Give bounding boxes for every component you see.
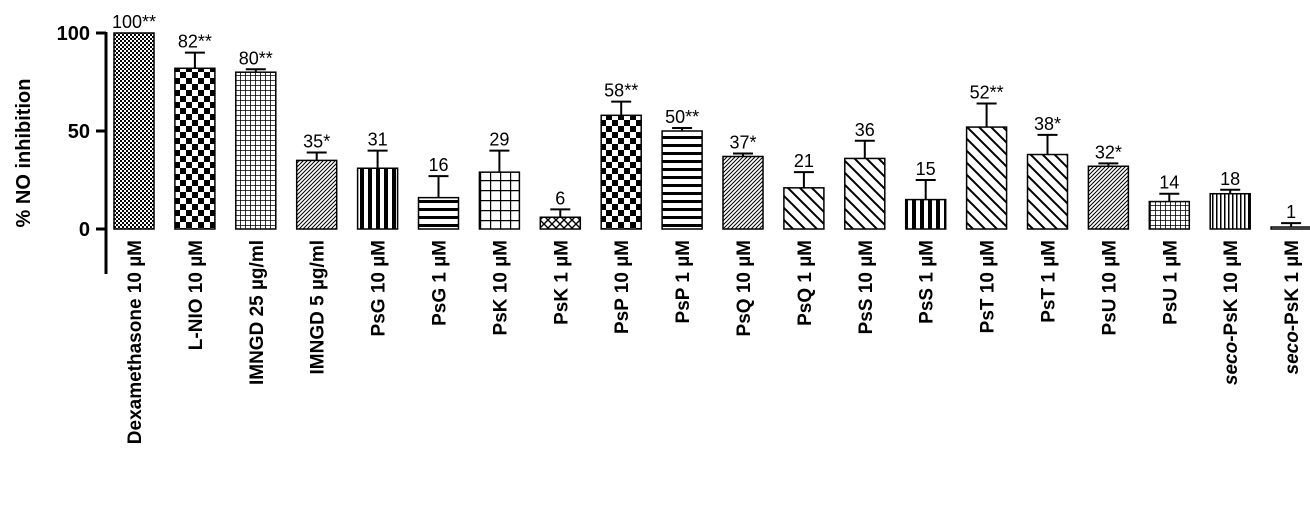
bar-7 [539,216,582,230]
error-bar-10 [733,152,753,157]
bar-18 [1209,192,1251,230]
bar-2 [235,71,277,230]
data-label-18: 18 [1220,169,1240,189]
category-label-11: PsQ 1 µM [795,240,816,326]
error-bars [184,51,1302,228]
data-label-2: 80** [239,48,273,68]
category-label-12: PsS 10 µM [856,240,877,334]
data-label-19: 1 [1286,202,1296,222]
category-label-10: PsQ 10 µM [734,240,755,336]
bar-12 [844,157,886,230]
category-label-7: PsK 1 µM [551,240,572,325]
data-label-13: 15 [916,159,936,179]
data-label-6: 29 [489,130,509,150]
axes: 100 50 0 % NO inhibition [13,23,108,274]
error-bar-14 [976,102,997,128]
data-label-14: 52** [970,83,1004,103]
category-label-9: PsP 1 µM [673,240,694,323]
data-label-7: 6 [555,188,565,208]
bar-9 [661,130,703,230]
category-label-19: seco-PsK 1 µM [1282,240,1303,375]
category-label-4: PsG 10 µM [369,240,390,336]
error-bar-15 [1037,133,1058,155]
error-bar-9 [672,127,693,131]
data-label-5: 16 [428,155,448,175]
bar-3 [295,159,338,230]
data-label-10: 37* [729,133,756,153]
data-labels: 100**82**80**35* 311629658**50**37*213615… [112,12,1296,222]
bar-10 [722,155,764,230]
error-bar-4 [367,149,388,169]
error-bar-5 [428,175,449,198]
data-label-12: 36 [855,120,875,140]
category-label-5: PsG 1 µM [430,240,451,326]
data-label-3: 35* [303,132,330,152]
bar-8 [600,114,642,230]
bar-1 [174,67,216,230]
y-tick-label-0: 0 [79,219,90,241]
bar-17 [1148,200,1191,230]
data-label-1: 82** [178,32,212,52]
category-labels: Dexamethasone 10 µM L-NIO 10 µM IMNGD 25 µ… [125,240,1303,444]
bar-19 [1270,226,1310,230]
bar-6 [478,171,521,230]
error-bar-6 [489,149,510,173]
bars [113,32,1310,230]
data-label-0: 100** [112,12,156,32]
error-bar-2 [245,68,266,73]
category-label-1: L-NIO 10 µM [186,240,207,350]
bar-11 [783,187,825,230]
error-bar-16 [1098,162,1119,167]
error-bar-12 [854,139,875,159]
error-bar-1 [184,51,205,69]
bar-5 [417,196,460,230]
bar-13 [904,198,947,230]
category-label-17: PsU 1 µM [1160,240,1181,325]
y-tick-label-50: 50 [68,121,90,143]
error-bar-11 [793,171,814,188]
category-label-16: PsU 10 µM [1099,240,1120,335]
category-label-6: PsK 10 µM [490,240,511,335]
category-label-15: PsT 1 µM [1039,240,1060,323]
data-label-17: 14 [1159,173,1179,193]
data-label-8: 58** [604,81,638,101]
error-bar-17 [1159,192,1180,202]
data-label-16: 32* [1095,142,1122,162]
category-label-2: IMNGD 25 µg/ml [247,240,268,385]
bar-4 [356,167,399,230]
bar-14 [965,126,1008,230]
y-axis-label: % NO inhibition [13,79,35,228]
category-label-18: seco-PsK 10 µM [1221,240,1242,385]
data-label-4: 31 [368,130,388,150]
bar-0 [113,32,155,230]
y-tick-label-100: 100 [57,23,90,45]
error-bar-19 [1281,222,1302,228]
category-label-3: IMNGD 5 µg/ml [308,240,329,374]
error-bar-8 [611,100,632,116]
category-label-14: PsT 10 µM [978,240,999,333]
bar-16 [1087,165,1130,230]
category-label-0: Dexamethasone 10 µM [125,240,146,444]
data-label-15: 38* [1034,114,1061,134]
error-bar-18 [1220,188,1241,194]
data-label-9: 50** [665,107,699,127]
data-label-11: 21 [794,151,814,171]
error-bar-13 [915,179,936,200]
bar-15 [1026,153,1069,230]
error-bar-7 [550,208,571,218]
category-label-8: PsP 10 µM [612,240,633,334]
error-bar-3 [306,151,327,161]
category-label-13: PsS 1 µM [917,240,938,324]
